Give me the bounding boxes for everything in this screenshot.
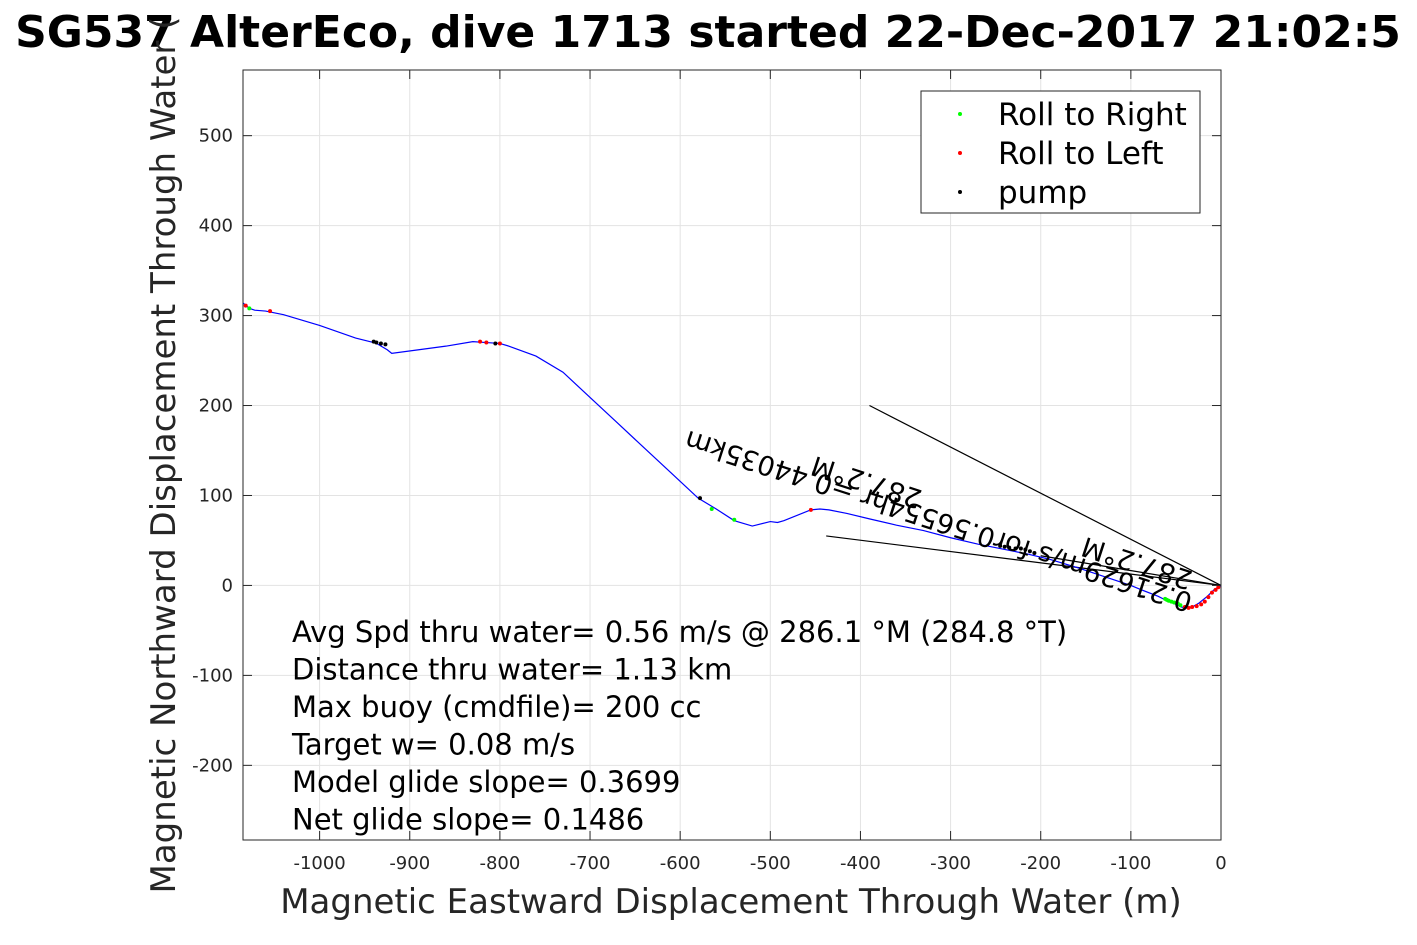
roll-left-point [808,507,813,512]
roll-left-point [1202,599,1207,604]
pump-point [998,543,1003,548]
y-tick-label: 0 [222,575,233,596]
x-tick-label: -900 [389,853,430,874]
pump-point [383,342,388,347]
legend-marker [958,112,962,116]
legend-label: Roll to Right [998,97,1187,133]
roll-right-point [247,306,252,311]
legend-marker [958,151,962,155]
stat-line: Net glide slope= 0.1486 [292,803,644,837]
y-tick-label: 500 [199,126,233,147]
pump-point [1032,551,1037,556]
pump-point [1013,546,1018,551]
stat-line: Model glide slope= 0.3699 [292,765,680,799]
pump-point [1007,545,1012,550]
heading-line [1040,555,1222,587]
roll-right-point [709,506,714,511]
pump-point [1027,549,1032,554]
legend-label: pump [998,175,1087,211]
roll-left-point [1209,590,1214,595]
annotations: 0.21629m/s for0.56554hr =0.44035km287.2°… [681,424,1196,618]
y-tick-label: 100 [199,485,233,506]
x-tick-label: -700 [570,853,611,874]
roll-left-point [1182,605,1187,610]
roll-left-point [1190,605,1195,610]
x-tick-label: -500 [750,853,791,874]
pump-point [1018,546,1023,551]
pump-point [371,339,376,344]
x-tick-label: -200 [1020,853,1061,874]
pump-point [378,341,383,346]
pump-point [698,496,703,501]
legend-box [920,90,1201,214]
roll-left-point [268,309,273,314]
x-axis-label: Magnetic Eastward Displacement Through W… [280,882,1182,922]
roll-left-point [1186,605,1191,610]
chart-title: SG537 AlterEco, dive 1713 started 22-Dec… [15,7,1401,58]
roll-left-point [1194,604,1199,609]
x-tick-label: -400 [840,853,881,874]
legend-label: Roll to Left [998,136,1164,172]
pump-point [1002,544,1007,549]
x-tick-label: -100 [1110,853,1151,874]
y-tick-label: 400 [199,216,233,237]
roll-right-point [1175,601,1180,606]
heading-line [869,404,1222,586]
pump-point [1023,547,1028,552]
axes-box [242,69,1222,841]
y-tick-label: 200 [199,396,233,417]
roll-right-point [1163,596,1168,601]
pump-point [493,341,498,346]
roll-left-point [484,340,489,345]
roll-left-point [1213,587,1218,592]
stats-text: Avg Spd thru water= 0.56 m/s @ 286.1 °M … [291,615,1067,837]
roll-left-point [1216,585,1221,590]
y-axis-label: Magnetic Northward Displacement Through … [144,17,184,894]
x-tick-label: -600 [660,853,701,874]
roll-left-point [1206,595,1211,600]
y-tick-label: -200 [192,755,233,776]
legend-marker [958,190,962,194]
x-tick-label: -300 [930,853,971,874]
x-tick-label: -1000 [293,853,345,874]
ticks: -1000 -900 -800 -700 -600 -500 -400 -300 -200 -10… [192,70,1227,874]
stat-line: Distance thru water= 1.13 km [292,653,732,687]
roll-right-point [732,517,737,522]
heading-annotation: 0.21629m/s for0.56554hr =0.44035km [681,424,1196,618]
y-tick-label: -100 [192,665,233,686]
roll-left-point [243,303,248,308]
stat-line: Avg Spd thru water= 0.56 m/s @ 286.1 °M … [292,615,1067,649]
stat-line: Max buoy (cmdfile)= 200 cc [292,690,701,724]
series-layer [242,302,1222,610]
roll-left-point [478,339,483,344]
x-tick-label: -800 [479,853,520,874]
roll-left-point [1199,602,1204,607]
y-tick-label: 300 [199,306,233,327]
roll-left-point [497,341,502,346]
stat-line: Target w= 0.08 m/s [291,728,575,762]
heading-line [826,535,1222,587]
x-tick-label: 0 [1215,853,1226,874]
track-line [242,302,1222,609]
